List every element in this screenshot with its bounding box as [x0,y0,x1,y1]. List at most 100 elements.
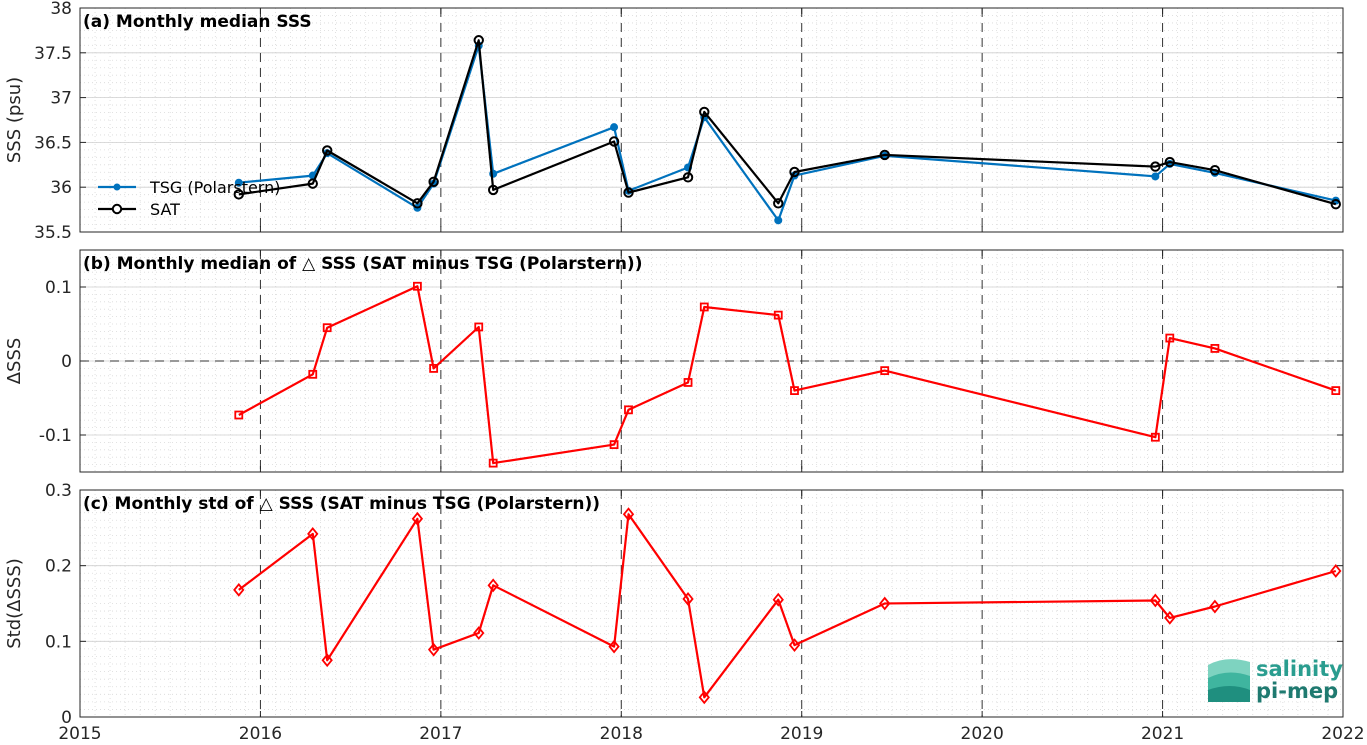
data-point [412,198,423,209]
legend-marker-sat [111,203,123,215]
logo-wave-icon [1208,659,1250,702]
y-tick-label: 36.5 [34,133,72,153]
data-point [487,184,499,196]
legend-label-sat: SAT [150,200,180,219]
axes-box [79,7,1344,233]
data-point [698,690,710,705]
data-point [610,123,619,132]
x-tick-label: 2021 [1141,724,1184,744]
data-point [307,526,319,541]
axes-box [79,489,1344,718]
year-lines [259,8,1164,232]
data-point [322,323,332,333]
data-point [622,507,635,522]
y-tick-label: 36 [50,178,72,198]
data-point [790,386,799,396]
data-point [623,187,634,198]
data-point [608,639,620,654]
legend-marker-tsg [113,183,121,191]
data-point [1149,593,1162,608]
data-point [774,216,783,225]
data-point [772,592,784,607]
data-point [1330,564,1342,578]
data-point [234,178,243,187]
y-tick-label: 0.2 [45,557,72,577]
legend-label-tsg: TSG (Polarstern) [149,178,280,197]
data-point [1330,199,1341,210]
data-point [308,369,318,379]
y-tick-label: 0.1 [45,278,72,298]
y-tick-label: 0.3 [45,481,72,501]
data-point [880,366,890,376]
data-point [233,582,245,597]
data-point [233,189,244,200]
data-point [682,592,694,606]
data-point [488,458,498,468]
data-point [427,642,440,657]
data-point [473,626,485,640]
logo-text-pi-mep: pi-mep [1256,679,1338,703]
data-point [1150,432,1160,442]
y-axis-label: SSS (psu) [4,77,25,163]
panel-title: (a) Monthly median SSS [83,12,312,32]
data-point [788,638,801,653]
data-point [1331,386,1341,396]
data-point [1151,172,1160,181]
data-point [682,172,694,183]
y-axis-label: Std(ΔSSS) [4,558,25,649]
data-point [1165,333,1175,343]
data-point [473,35,484,46]
legend: TSG (Polarstern) SAT [98,178,280,219]
data-point [1209,164,1221,176]
data-point [474,322,484,332]
data-point [608,136,620,147]
data-point [413,281,422,291]
data-point [683,378,693,387]
data-point [699,106,710,118]
data-point [321,653,333,668]
logo-text-salinity: salinity [1256,657,1343,681]
data-point [487,578,499,593]
data-point [879,149,890,161]
x-tick-label: 2015 [58,724,101,744]
data-point [624,405,633,415]
data-point [879,596,891,611]
data-point [428,176,439,188]
y-tick-label: 38 [50,0,72,19]
y-tick-label: 0 [61,708,72,728]
x-tick-label: 2019 [780,724,823,744]
series-0 [233,507,1342,705]
panel-title: (c) Monthly std of △ SSS (SAT minus TSG … [83,494,600,514]
panel-c-std-delta-sss: 2015 2016 2017 2018 2019 2020 2021 2022 0 0.1 0.2 0… [4,481,1365,744]
series-1 [233,35,1341,210]
series-line [238,285,1337,465]
data-point [773,198,784,209]
data-point [1164,156,1175,168]
data-point [429,363,439,373]
y-tick-label: 37 [50,89,72,109]
x-tick-label: 2016 [239,724,282,744]
x-tick-label: 2018 [600,724,643,744]
data-point [1164,610,1176,625]
minor-grid [80,490,1343,717]
data-point [609,440,619,450]
data-point [1209,599,1221,614]
data-point [789,166,800,178]
series-line [238,39,1337,206]
panel-b-delta-sss: -0.1 0 0.1 ΔSSS (b) Monthly median of △ SSS … [4,249,1344,473]
data-point [234,410,244,420]
data-point [411,511,424,526]
y-tick-label: 0 [61,352,72,372]
x-tick-label: 2017 [419,724,462,744]
panel-a-monthly-median-sss: 35.5 36 36.5 37 37.5 38 SSS (psu) (a) Monthly m… [4,0,1344,243]
y-tick-label: 35.5 [34,223,72,243]
x-tick-label: 2020 [961,724,1004,744]
y-tick-label: -0.1 [39,426,72,446]
x-tick-label: 2022 [1321,724,1364,744]
y-tick-label: 37.5 [34,44,72,64]
data-point [307,178,318,189]
data-point [699,302,709,312]
y-axis-label: ΔSSS [4,338,25,385]
data-point [773,310,783,320]
